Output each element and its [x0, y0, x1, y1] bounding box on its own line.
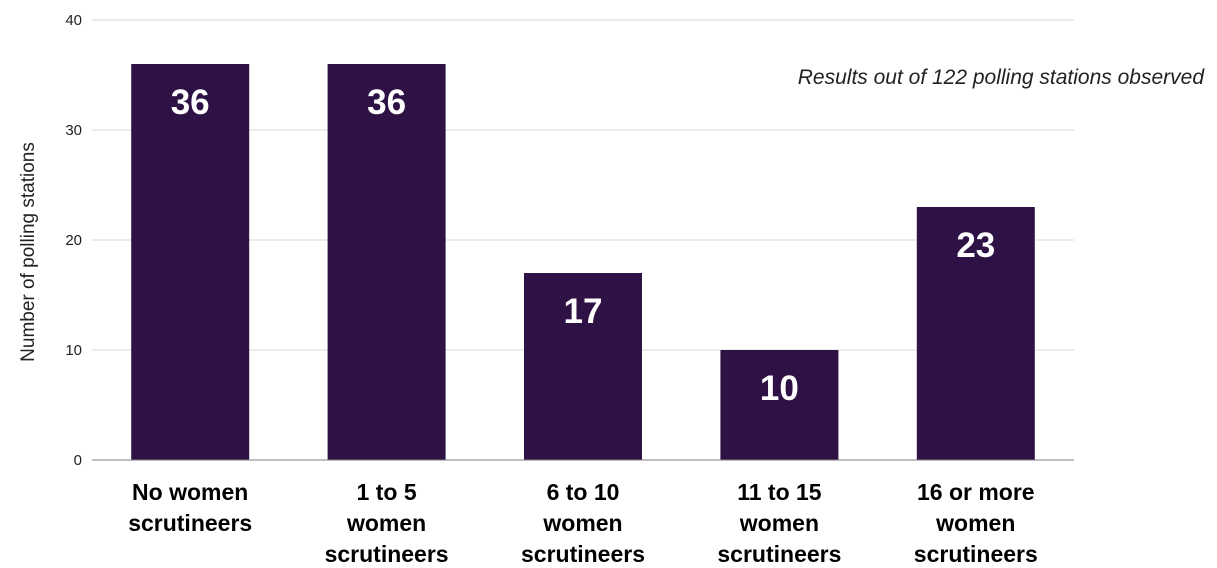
bar-value-label: 36 — [367, 83, 406, 122]
x-category-label-line: 1 to 5 — [357, 479, 417, 505]
bar — [524, 273, 642, 460]
bar-value-label: 36 — [171, 83, 210, 122]
x-category-label-line: scrutineers — [325, 541, 449, 567]
x-category-label-line: 6 to 10 — [547, 479, 620, 505]
bar-value-label: 23 — [956, 226, 995, 265]
bar — [916, 207, 1035, 460]
x-category-label-line: scrutineers — [717, 541, 841, 567]
x-axis-labels: No women scrutineers 1 to 5 women scrutineer… — [128, 479, 1038, 567]
x-category-label-line: 16 or more — [917, 479, 1035, 505]
x-category-label-line: women — [739, 510, 819, 536]
x-category-label: 16 or more women scrutineers — [914, 479, 1038, 567]
x-category-label: No women scrutineers — [128, 479, 252, 536]
x-category-label-line: scrutineers — [128, 510, 252, 536]
bar — [327, 64, 446, 460]
y-tick-label: 10 — [65, 342, 82, 359]
x-category-label-line: scrutineers — [521, 541, 645, 567]
x-category-label: 11 to 15 women scrutineers — [717, 479, 841, 567]
y-axis-ticks: 0 10 20 30 40 — [65, 12, 82, 469]
x-category-label: 1 to 5 women scrutineers — [325, 479, 449, 567]
chart-note: Results out of 122 polling stations obse… — [798, 66, 1206, 89]
x-category-label-line: women — [542, 510, 622, 536]
y-tick-label: 30 — [65, 122, 82, 139]
y-tick-label: 20 — [65, 232, 82, 249]
y-axis-title: Number of polling stations — [18, 142, 39, 362]
bar — [131, 64, 250, 460]
y-tick-label: 0 — [74, 452, 82, 469]
bar-value-label: 17 — [564, 292, 603, 331]
y-tick-label: 40 — [65, 12, 82, 29]
x-category-label: 6 to 10 women scrutineers — [521, 479, 645, 567]
x-category-label-line: No women — [132, 479, 248, 505]
x-category-label-line: women — [346, 510, 426, 536]
bars: 36 36 17 10 23 — [131, 64, 1035, 460]
x-category-label-line: scrutineers — [914, 541, 1038, 567]
bar — [720, 350, 839, 460]
x-category-label-line: 11 to 15 — [737, 479, 822, 505]
x-category-label-line: women — [935, 510, 1015, 536]
bar-value-label: 10 — [760, 369, 799, 408]
